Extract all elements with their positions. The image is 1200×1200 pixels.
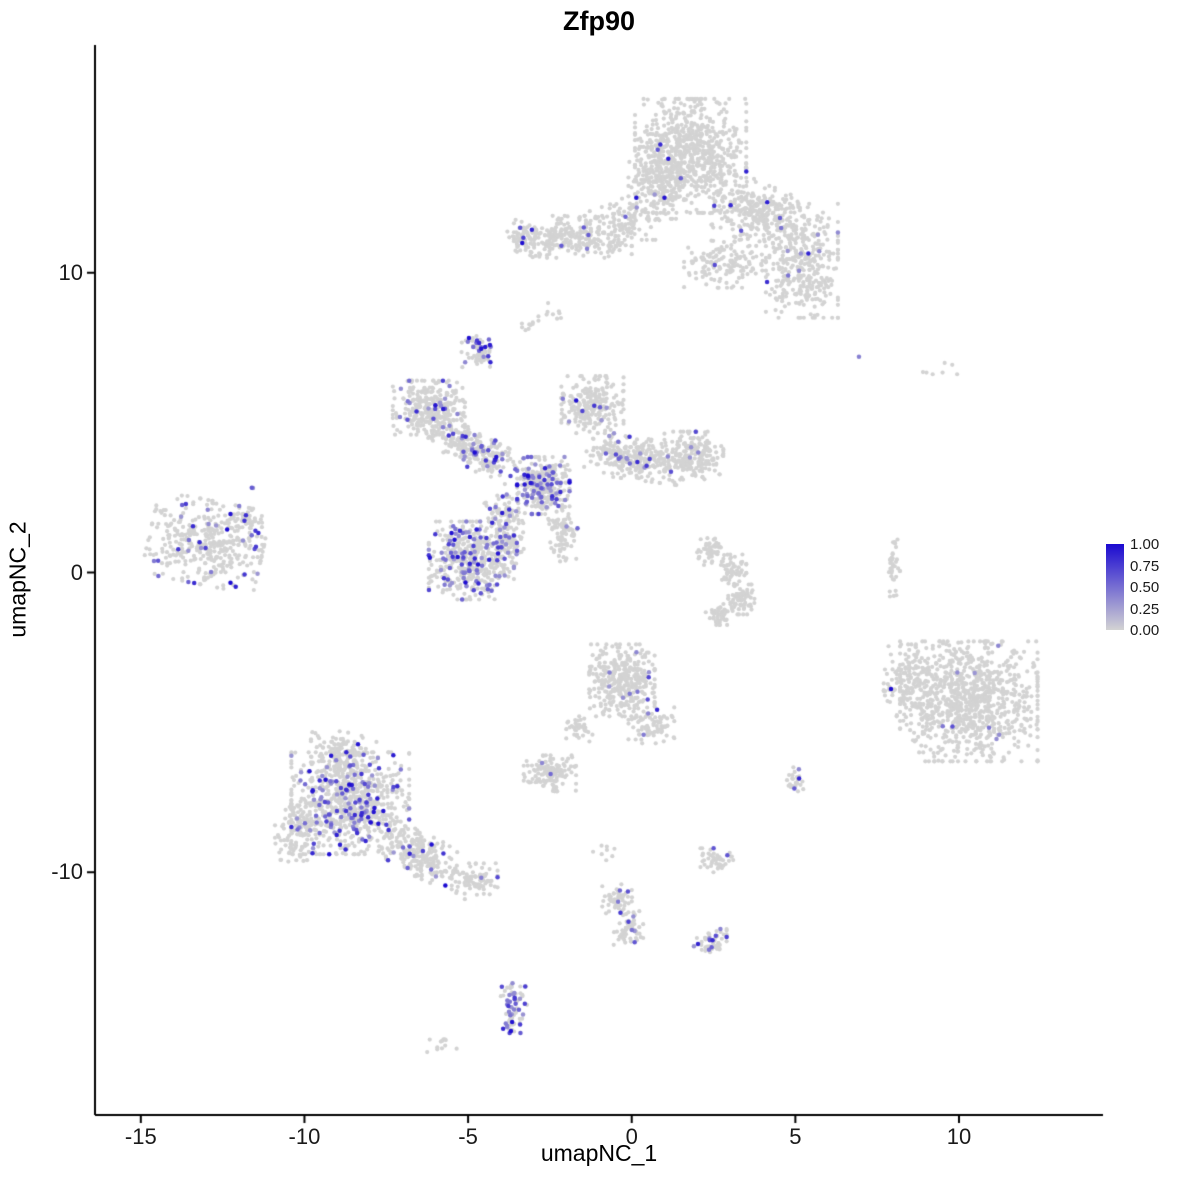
y-tick-label: 0 — [70, 559, 83, 585]
legend-tick-label: 0.00 — [1130, 622, 1160, 639]
x-tick-label: -5 — [458, 1124, 478, 1149]
legend-tick-label: 0.50 — [1130, 579, 1160, 596]
x-tick-label: -15 — [124, 1124, 157, 1149]
x-tick-label: 5 — [789, 1124, 802, 1149]
y-tick-label: -10 — [51, 859, 83, 885]
x-tick-label: 0 — [625, 1124, 638, 1149]
y-tick-label: 10 — [58, 259, 83, 285]
plot-title: Zfp90 — [562, 6, 635, 36]
legend-tick-label: 1.00 — [1130, 536, 1160, 553]
x-tick-label: -10 — [288, 1124, 321, 1149]
legend-tick-label: 0.25 — [1130, 600, 1160, 618]
legend-gradient-bar — [1106, 544, 1124, 630]
x-tick-label: 10 — [946, 1124, 972, 1149]
legend-tick-label: 0.75 — [1130, 557, 1160, 575]
x-axis-label: umapNC_1 — [540, 1140, 658, 1166]
